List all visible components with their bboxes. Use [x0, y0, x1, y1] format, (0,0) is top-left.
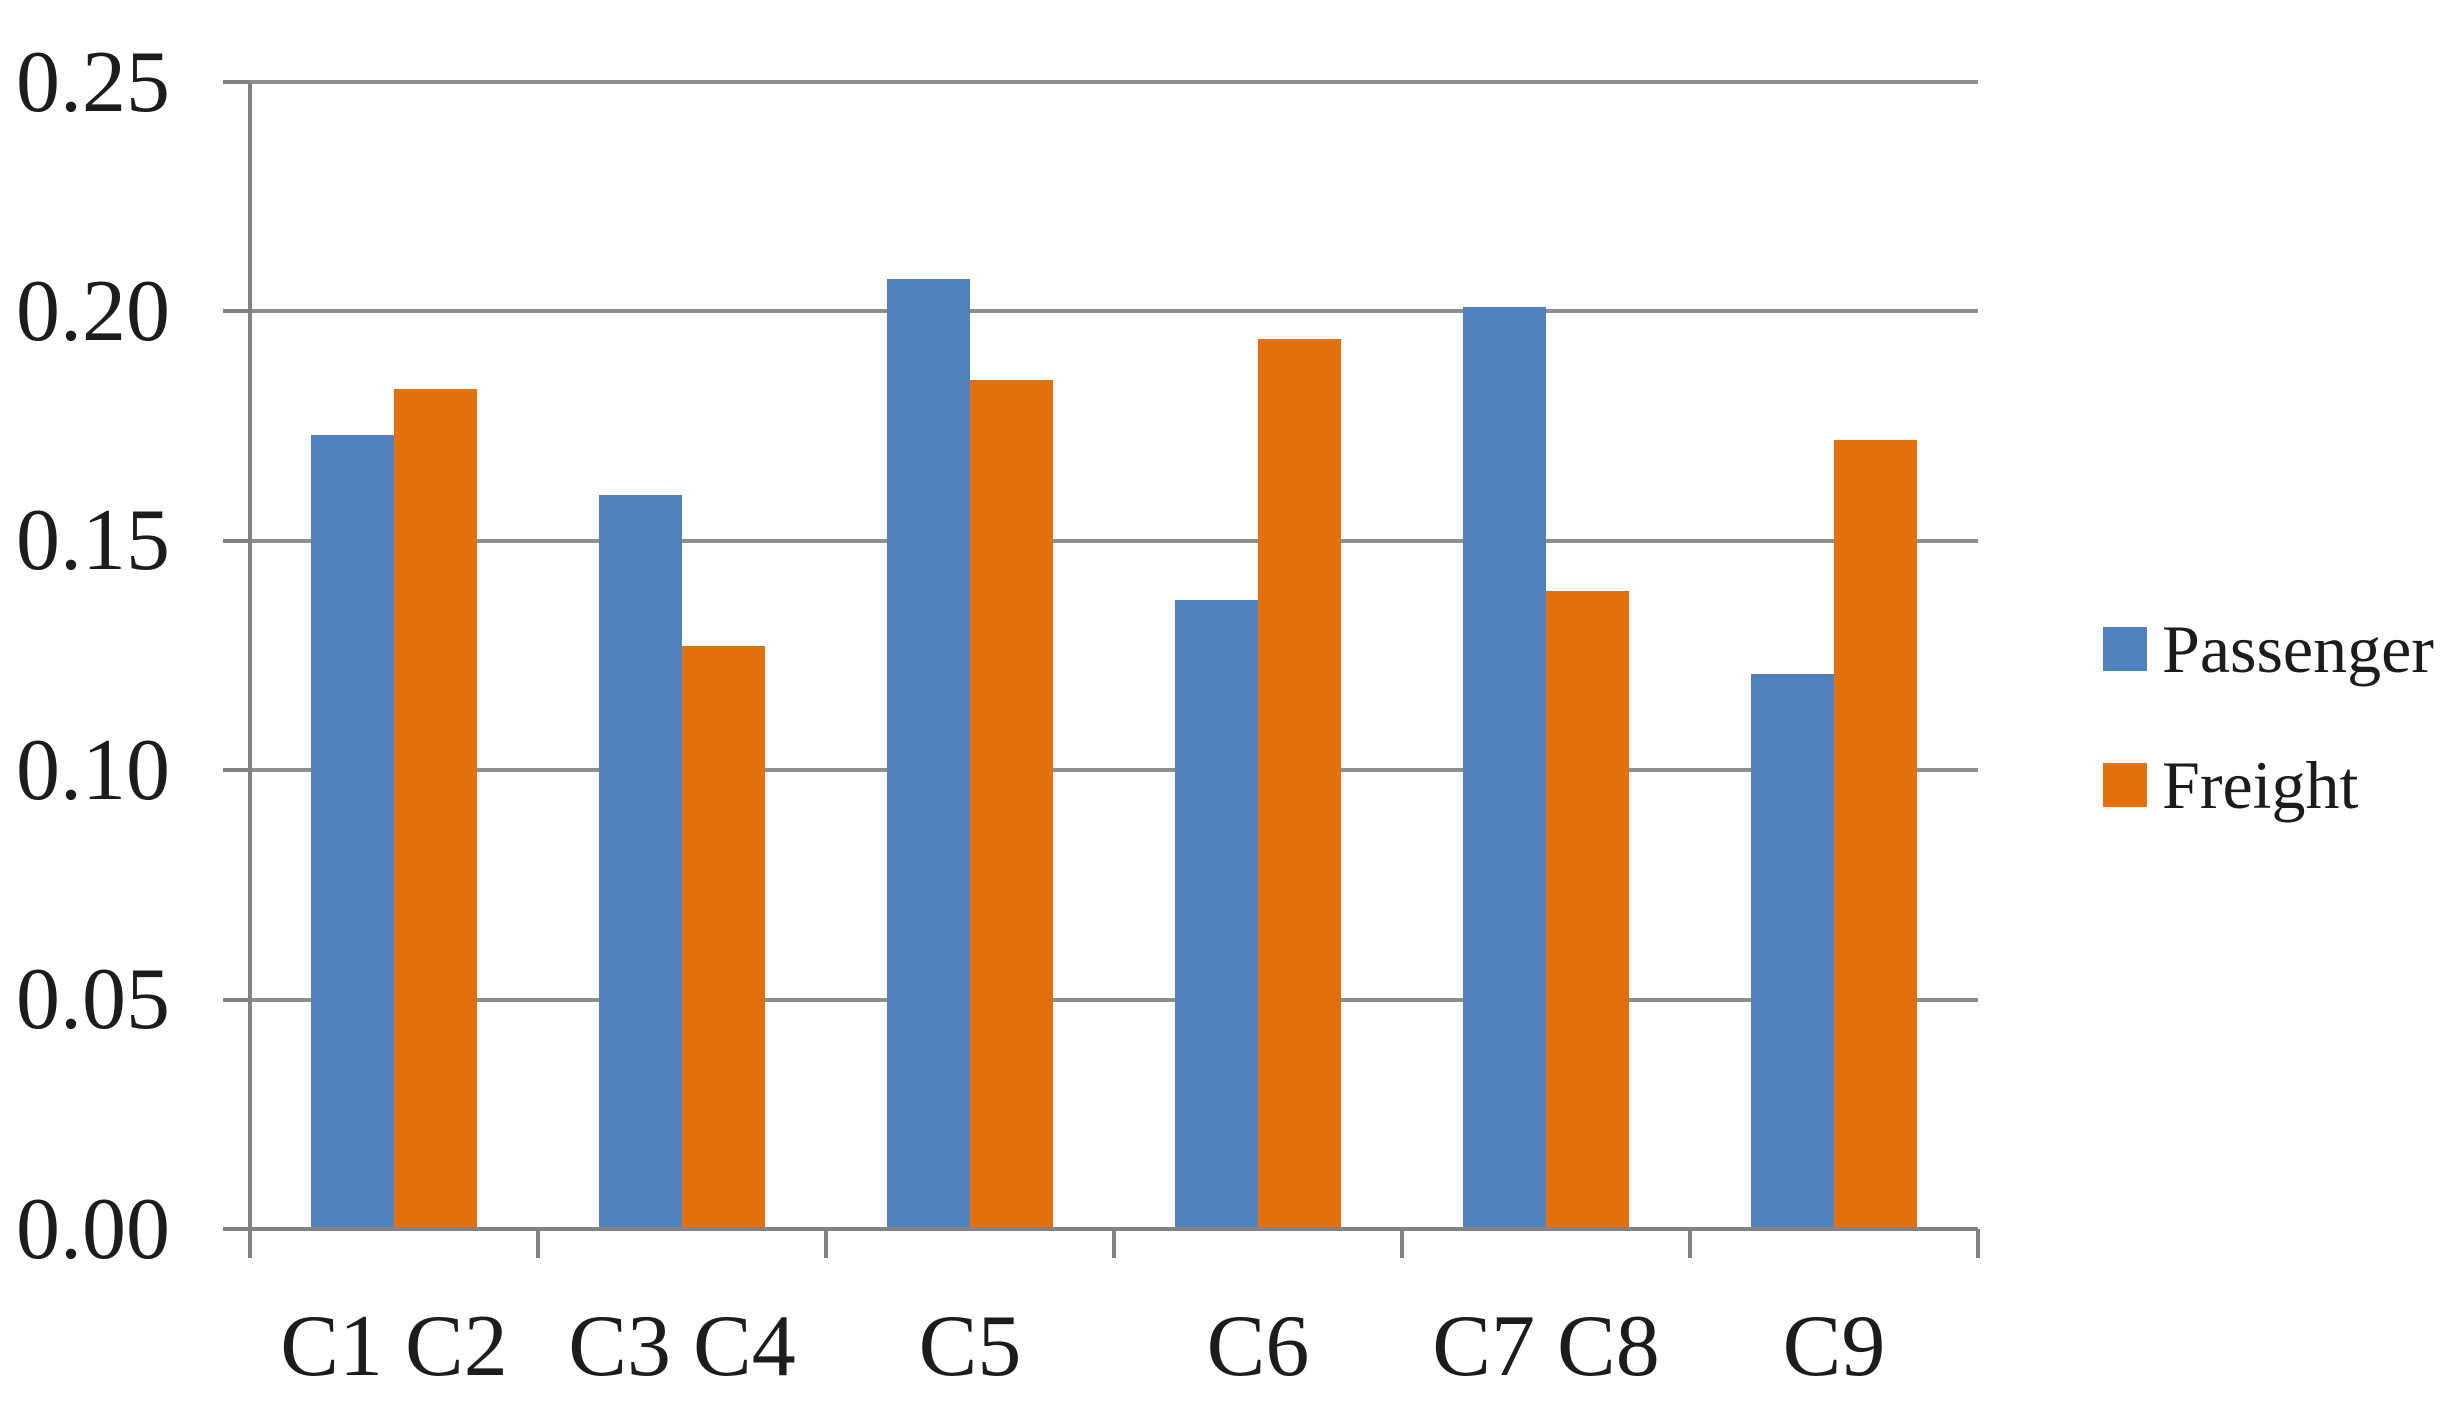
legend-item-freight: Freight: [2103, 751, 2358, 819]
legend-swatch-passenger-icon: [2103, 627, 2147, 671]
gridline: [250, 80, 1978, 84]
x-axis-category-label: C7 C8: [1432, 1297, 1660, 1395]
x-axis-tick: [1400, 1229, 1404, 1258]
y-axis-tick: [223, 80, 250, 84]
y-axis-tick-label: 0.20: [16, 262, 170, 360]
bar-passenger-c7-c8: [1463, 306, 1546, 1229]
y-axis-tick-label: 0.00: [16, 1180, 170, 1278]
x-axis-tick: [1112, 1229, 1116, 1258]
legend-label-passenger: Passenger: [2162, 611, 2434, 687]
legend-label-freight: Freight: [2162, 747, 2359, 823]
x-axis-tick: [824, 1229, 828, 1258]
legend-item-passenger: Passenger: [2103, 615, 2434, 683]
bar-passenger-c5: [887, 279, 970, 1229]
x-axis-tick: [536, 1229, 540, 1258]
x-axis-tick: [1976, 1229, 1980, 1258]
y-axis-tick: [223, 538, 250, 543]
x-axis-tick: [1688, 1229, 1692, 1258]
y-axis-tick-label: 0.05: [16, 951, 170, 1049]
bar-freight-c5: [970, 380, 1053, 1229]
y-axis-tick-label: 0.15: [16, 492, 170, 590]
gridline: [250, 997, 1978, 1002]
bar-freight-c3-c4: [682, 646, 765, 1229]
bar-freight-c7-c8: [1546, 591, 1629, 1229]
gridline: [250, 768, 1978, 773]
x-axis-category-label: C3 C4: [568, 1297, 796, 1395]
bar-passenger-c6: [1175, 600, 1258, 1229]
x-axis-line: [223, 1227, 1978, 1231]
y-axis-line: [248, 82, 252, 1258]
legend-swatch-freight-icon: [2103, 763, 2147, 807]
x-axis-category-label: C1 C2: [280, 1297, 508, 1395]
bar-passenger-c9: [1751, 673, 1834, 1229]
bar-freight-c9: [1834, 439, 1917, 1229]
gridline: [250, 538, 1978, 543]
bar-freight-c1-c2: [394, 389, 477, 1229]
y-axis-tick: [223, 768, 250, 773]
y-axis-tick: [223, 997, 250, 1002]
bar-passenger-c1-c2: [311, 435, 394, 1229]
y-axis-tick-label: 0.25: [16, 33, 170, 131]
bar-passenger-c3-c4: [599, 494, 682, 1229]
x-axis-category-label: C6: [1206, 1297, 1310, 1395]
x-axis-category-label: C5: [918, 1297, 1022, 1395]
y-axis-tick: [223, 309, 250, 314]
y-axis-tick-label: 0.10: [16, 721, 170, 819]
x-axis-category-label: C9: [1782, 1297, 1886, 1395]
bar-freight-c6: [1258, 338, 1341, 1229]
gridline: [250, 309, 1978, 314]
